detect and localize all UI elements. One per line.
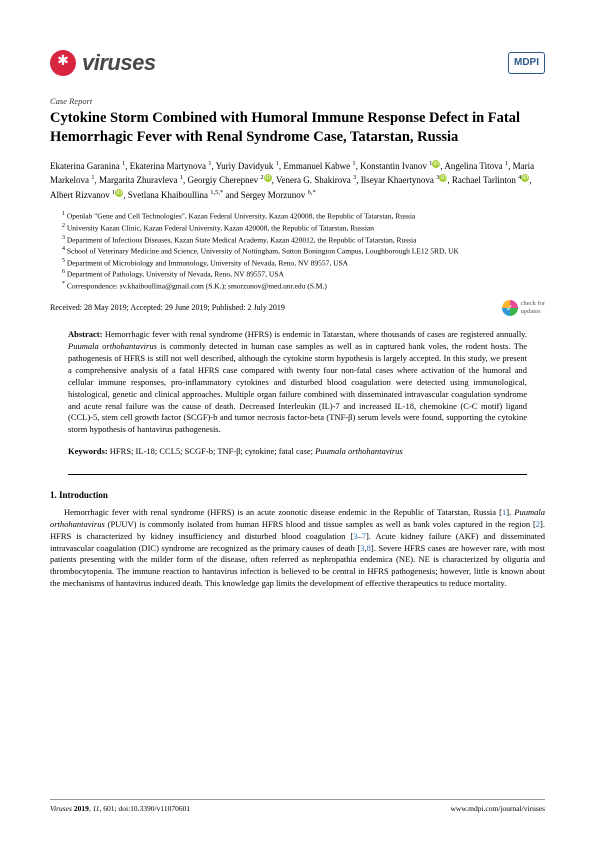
affiliation-item: 1 Openlab "Gene and Cell Technologies", … — [62, 210, 545, 222]
check-updates-label: check forupdates — [521, 300, 545, 318]
section-body: Hemorrhagic fever with renal syndrome (H… — [50, 507, 545, 590]
abstract-block: Abstract: Hemorrhagic fever with renal s… — [50, 329, 545, 436]
journal-logo: ✱ viruses — [50, 48, 156, 78]
affiliation-item: * Correspondence: sv.khaiboullina@gmail.… — [62, 280, 545, 292]
affiliation-item: 4 School of Veterinary Medicine and Scie… — [62, 245, 545, 257]
section-divider — [68, 474, 527, 475]
affiliation-item: 5 Department of Microbiology and Immunol… — [62, 257, 545, 269]
footer-url: www.mdpi.com/journal/viruses — [450, 804, 545, 814]
abstract-label: Abstract: — [68, 329, 102, 339]
section-heading: 1. Introduction — [50, 489, 545, 501]
article-type: Case Report — [50, 96, 545, 107]
affiliation-item: 2 University Kazan Clinic, Kazan Federal… — [62, 222, 545, 234]
page-header: ✱ viruses MDPI — [50, 48, 545, 78]
virus-icon: ✱ — [50, 50, 76, 76]
authors-list: Ekaterina Garanina 1, Ekaterina Martynov… — [50, 159, 545, 203]
check-updates-icon: ✓ — [502, 300, 518, 316]
keywords-text: HFRS; IL-18; CCL5; SCGF-b; TNF-β; cytoki… — [110, 446, 403, 456]
journal-name: viruses — [82, 48, 156, 78]
publisher-logo: MDPI — [508, 52, 545, 74]
article-title: Cytokine Storm Combined with Humoral Imm… — [50, 109, 545, 147]
publication-dates: Received: 28 May 2019; Accepted: 29 June… — [50, 303, 285, 314]
affiliations-list: 1 Openlab "Gene and Cell Technologies", … — [50, 210, 545, 291]
affiliation-item: 3 Department of Infectious Diseases, Kaz… — [62, 234, 545, 246]
dates-row: Received: 28 May 2019; Accepted: 29 June… — [50, 300, 545, 318]
abstract-text: Hemorrhagic fever with renal syndrome (H… — [68, 329, 527, 434]
affiliation-item: 6 Department of Pathology, University of… — [62, 268, 545, 280]
footer-citation: Viruses 2019, 11, 601; doi:10.3390/v1107… — [50, 804, 190, 814]
check-updates-badge[interactable]: ✓ check forupdates — [502, 300, 545, 318]
keywords-block: Keywords: HFRS; IL-18; CCL5; SCGF-b; TNF… — [50, 446, 545, 457]
keywords-label: Keywords: — [68, 446, 108, 456]
page-footer: Viruses 2019, 11, 601; doi:10.3390/v1107… — [50, 799, 545, 814]
